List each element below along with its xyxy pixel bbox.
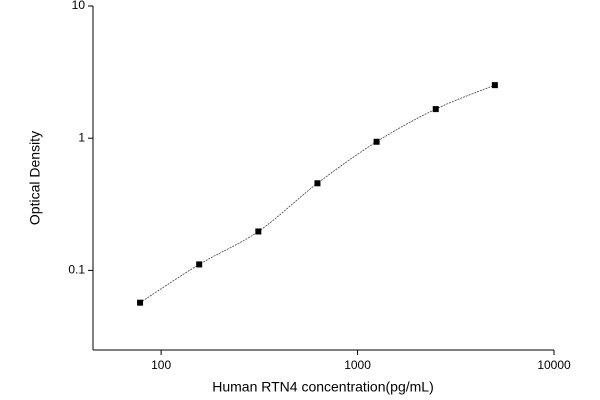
data-point	[491, 82, 498, 89]
data-point	[196, 261, 203, 268]
data-point	[255, 228, 262, 235]
x-tick-label: 10000	[537, 358, 571, 372]
y-tick-label: 10	[72, 0, 86, 12]
data-point	[314, 180, 321, 187]
x-tick-label: 1000	[344, 358, 371, 372]
x-axis-title: Human RTN4 concentration(pg/mL)	[212, 379, 434, 395]
data-point	[432, 106, 439, 113]
fit-curve	[139, 84, 496, 304]
y-tick-label: 0.1	[68, 263, 85, 277]
data-point	[373, 138, 380, 145]
y-axis-title: Optical Density	[27, 131, 43, 225]
data-point	[137, 299, 144, 306]
y-tick-label: 1	[78, 130, 85, 144]
x-tick-label: 100	[151, 358, 171, 372]
